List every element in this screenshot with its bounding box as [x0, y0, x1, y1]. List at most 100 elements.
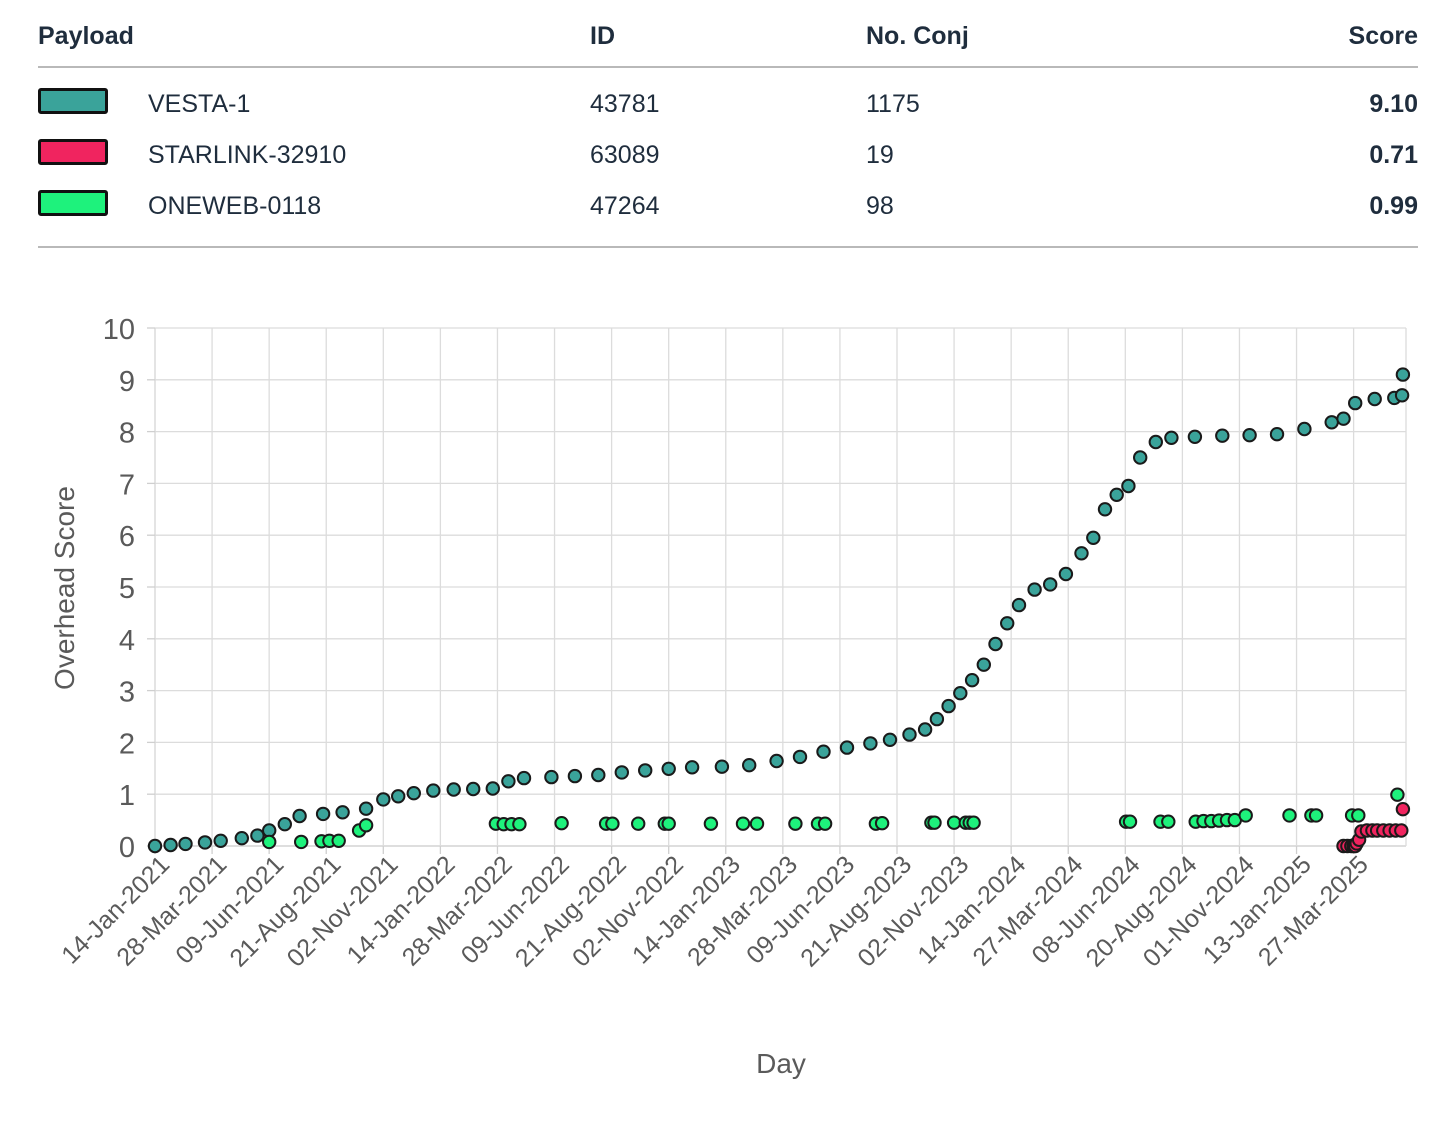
y-tick-label: 9 — [119, 366, 135, 398]
data-point — [1000, 616, 1015, 631]
payload-conj: 1175 — [866, 90, 920, 118]
data-point — [614, 765, 629, 780]
color-swatch — [38, 88, 108, 114]
data-point — [335, 805, 350, 820]
data-point — [147, 838, 163, 854]
data-point — [315, 806, 331, 822]
y-tick-label: 10 — [103, 314, 135, 346]
data-point — [703, 816, 719, 831]
data-point — [277, 817, 292, 832]
table-header: Payload ID No. Conj Score — [38, 0, 1418, 68]
data-point — [1395, 802, 1411, 817]
data-point — [874, 816, 890, 831]
data-point — [1058, 566, 1074, 582]
data-point — [1074, 546, 1089, 561]
data-point — [163, 837, 178, 853]
y-tick-label: 2 — [119, 728, 135, 760]
y-tick-label: 4 — [119, 625, 135, 657]
header-no-conj: No. Conj — [866, 22, 969, 50]
data-point — [941, 698, 956, 714]
data-point — [292, 808, 307, 824]
payload-legend-table: Payload ID No. Conj Score VESTA-1 43781 … — [38, 0, 1418, 248]
series-group — [262, 787, 1405, 850]
data-point — [1122, 814, 1138, 829]
data-point — [1027, 582, 1042, 597]
payload-name: ONEWEB-0118 — [148, 192, 322, 220]
data-point — [1348, 395, 1363, 411]
data-point — [294, 834, 309, 850]
data-point — [1164, 430, 1179, 445]
y-tick-label: 7 — [119, 469, 135, 501]
data-point — [1161, 814, 1176, 829]
header-payload: Payload — [38, 22, 134, 50]
y-tick-label: 5 — [119, 573, 135, 605]
data-point — [661, 816, 676, 831]
data-point — [1148, 434, 1164, 450]
table-row[interactable]: VESTA-1 43781 1175 9.10 — [38, 78, 1418, 129]
data-point — [817, 816, 833, 831]
data-point — [1297, 421, 1312, 437]
data-point — [684, 760, 700, 775]
y-axis-label: Overhead Score — [49, 486, 80, 690]
payload-score: 0.99 — [1369, 192, 1418, 220]
series-group — [1336, 802, 1411, 854]
data-point — [591, 767, 606, 783]
payload-name: STARLINK-32910 — [148, 141, 347, 169]
payload-score: 9.10 — [1369, 90, 1418, 118]
data-point — [1394, 823, 1409, 838]
data-point — [988, 636, 1003, 652]
data-point — [882, 732, 898, 747]
payload-id: 63089 — [590, 141, 660, 169]
data-point — [792, 749, 808, 765]
data-point — [1215, 428, 1230, 443]
table-row[interactable]: STARLINK-32910 63089 19 0.71 — [38, 129, 1418, 180]
payload-conj: 19 — [866, 141, 894, 169]
data-point — [567, 768, 583, 784]
data-point — [1269, 427, 1285, 442]
data-point — [358, 801, 374, 816]
data-point — [1121, 478, 1136, 494]
data-point — [516, 770, 532, 786]
data-point — [262, 834, 277, 850]
y-tick-label: 1 — [119, 780, 135, 812]
data-point — [1086, 530, 1101, 545]
data-point — [929, 711, 945, 727]
data-point — [839, 740, 855, 755]
data-point — [1011, 597, 1027, 613]
data-point — [512, 817, 527, 832]
data-point — [661, 761, 676, 776]
data-point — [485, 781, 500, 796]
data-point — [197, 835, 213, 850]
data-point — [1351, 808, 1366, 823]
data-point — [554, 816, 569, 831]
data-point — [178, 836, 193, 852]
grid-lines — [154, 327, 1407, 847]
payload-score: 0.71 — [1369, 141, 1418, 169]
data-point — [917, 722, 933, 737]
data-point — [1242, 428, 1257, 443]
y-tick-label: 6 — [119, 521, 135, 553]
data-point — [1394, 388, 1410, 403]
y-tick-label: 3 — [119, 677, 135, 709]
data-point — [946, 815, 962, 830]
data-point — [1324, 415, 1339, 430]
data-point — [788, 816, 803, 831]
payload-conj: 98 — [866, 192, 894, 220]
data-point — [544, 769, 559, 785]
data-point — [426, 783, 441, 798]
series-group — [147, 367, 1411, 854]
color-swatch — [38, 190, 108, 216]
data-point — [250, 828, 265, 843]
data-point — [234, 831, 250, 846]
data-point — [1097, 502, 1113, 517]
data-point — [1133, 450, 1148, 465]
header-score: Score — [1348, 22, 1418, 50]
data-point — [953, 686, 968, 701]
table-row[interactable]: ONEWEB-0118 47264 98 0.99 — [38, 180, 1418, 231]
data-point — [1308, 808, 1324, 823]
y-axis-ticks: 0 1 2 3 4 5 6 7 8 9 10 — [103, 314, 155, 864]
data-point — [391, 789, 406, 804]
payload-name: VESTA-1 — [148, 90, 251, 118]
data-point — [735, 816, 751, 831]
y-tick-label: 8 — [119, 418, 135, 450]
